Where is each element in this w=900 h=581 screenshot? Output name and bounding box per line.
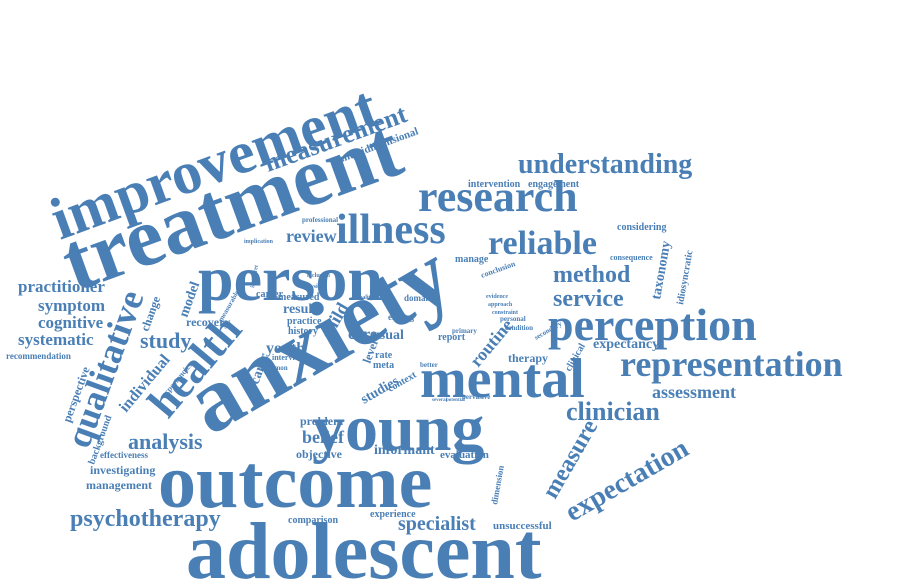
word-considering: considering <box>617 222 666 233</box>
word-report: report <box>438 332 466 343</box>
word-engagement: engagement <box>528 179 580 190</box>
word-unsuccessful: unsuccessful <box>493 520 552 532</box>
word-analysis: analysis <box>128 429 203 454</box>
word-implication: implication <box>244 239 274 245</box>
word-result: result <box>283 302 317 317</box>
word-practice: practice <box>287 316 322 327</box>
word-clinician: clinician <box>566 397 660 426</box>
word-review: review <box>286 226 337 246</box>
word-history: history <box>288 326 318 337</box>
word-reality: reality <box>357 295 374 301</box>
word-objective: objective <box>296 447 343 461</box>
word-common: common <box>262 364 288 372</box>
word-physical: physical <box>304 284 325 290</box>
word-rate: rate <box>375 350 393 361</box>
word-interpret: interpret <box>250 265 260 289</box>
word-ending: ending <box>388 312 415 322</box>
word-professional: professional <box>302 216 338 224</box>
word-symptom: symptom <box>38 296 105 315</box>
word-practitioner: practitioner <box>18 277 105 296</box>
word-young: young <box>312 392 484 465</box>
word-manage: manage <box>455 254 489 265</box>
word-therapy: therapy <box>508 351 548 365</box>
word-informant: informant <box>374 443 435 458</box>
word-method: method <box>553 262 631 288</box>
word-inclusion: inclusion <box>307 273 331 279</box>
word-adolescent: adolescent <box>186 508 542 581</box>
word-several: several <box>432 398 448 403</box>
word-care: care <box>348 326 377 343</box>
word-pervasive: pervasive <box>462 393 490 401</box>
word-reliable: reliable <box>488 225 597 262</box>
word-service: service <box>553 286 624 312</box>
word-study: study <box>140 328 191 353</box>
word-problem: problem <box>300 414 343 428</box>
word-constraint: constraint <box>492 310 518 316</box>
word-evidence: evidence <box>486 294 508 300</box>
word-usual: usual <box>372 328 404 343</box>
word-experience: experience <box>370 509 416 520</box>
word-evaluation: evaluation <box>440 449 489 461</box>
word-cognitive: cognitive <box>38 313 104 332</box>
word-layer: improvementtreatmentmeasurementmultidime… <box>6 73 843 581</box>
word-person: person <box>198 243 383 314</box>
word-systematic: systematic <box>18 330 94 349</box>
word-specialist: specialist <box>398 513 476 535</box>
word-condition: condition <box>505 324 533 332</box>
word-primary: primary <box>452 327 477 335</box>
word-assessment: assessment <box>652 382 736 402</box>
word-youth: youth <box>266 340 305 357</box>
word-representation: representation <box>620 344 843 384</box>
word-comparison: comparison <box>288 515 338 526</box>
word-domain: domain <box>404 293 433 303</box>
word-recommendation: recommendation <box>6 351 71 361</box>
word-career: career <box>256 289 284 300</box>
word-intervention: intervention <box>468 179 521 190</box>
word-understanding: understanding <box>518 149 692 180</box>
word-meta: meta <box>373 360 394 371</box>
word-belief: belief <box>302 427 345 447</box>
word-approach: approach <box>488 302 513 308</box>
word-management: management <box>86 478 152 492</box>
word-investigating: investigating <box>90 463 155 477</box>
word-personal: personal <box>500 315 526 323</box>
word-expectancy: expectancy <box>593 337 659 352</box>
word-measured: measured <box>278 292 320 303</box>
word-potential: potential <box>446 398 466 403</box>
word-perception: perception <box>548 299 757 350</box>
word-research: research <box>418 172 578 221</box>
word-mental: mental <box>420 348 585 410</box>
word-interview: interview <box>272 353 304 362</box>
word-psychotherapy: psychotherapy <box>70 506 221 532</box>
word-illness: illness <box>336 207 446 253</box>
word-recovery: recovery <box>186 315 230 329</box>
word-outcome: outcome <box>158 440 432 524</box>
word-consequence: consequence <box>610 253 653 262</box>
word-better: better <box>420 361 438 369</box>
word-effectiveness: effectiveness <box>100 450 148 460</box>
